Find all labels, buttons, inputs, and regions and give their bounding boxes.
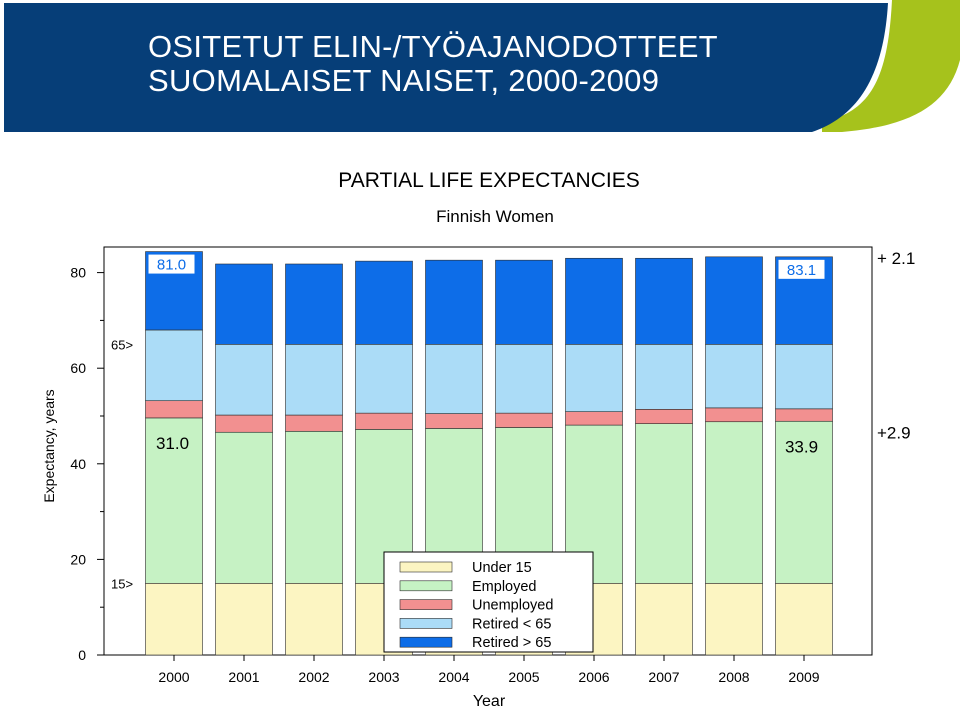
bar-segment-unemployed-2001 [215, 414, 273, 433]
y-tick-label: 60 [70, 360, 86, 376]
bar-segment-retired-65-2005 [495, 343, 553, 414]
x-axis-label: Year [473, 693, 506, 710]
bar-segment-under-15-2007 [635, 582, 693, 656]
bar-segment-unemployed-2008 [705, 407, 763, 423]
legend-label-3: Unemployed [472, 598, 553, 614]
legend: Under 15 Employed Unemployed Retired < 65 Re… [383, 551, 594, 653]
bar-segment-unemployed-2004 [425, 413, 483, 429]
bar-segment-retired-65-2000 [145, 329, 203, 402]
banner-accent-swoosh [822, 0, 960, 132]
bar-segment-retired-65-2007 [635, 257, 693, 345]
legend-swatch-5 [399, 636, 453, 648]
y-axis: 0 20 40 60 80 [70, 265, 104, 663]
x-tick-label-2009: 2009 [788, 669, 819, 685]
y-axis-label: Expectancy, years [41, 389, 57, 502]
bar-segment-retired-65-2003 [355, 260, 413, 345]
banner-background [4, 3, 888, 132]
plot-frame [103, 246, 873, 656]
x-tick-label-2000: 2000 [158, 669, 189, 685]
bar-segment-unemployed-2006 [565, 411, 623, 426]
title-banner [4, 0, 960, 132]
bar-segment-employed-2000 [145, 417, 203, 584]
legend-swatch-3 [399, 599, 453, 610]
life-expectancy-chart: PARTIAL LIFE EXPECTANCIES Finnish Women … [41, 169, 915, 710]
legend-swatch-1 [399, 561, 453, 573]
bar-segment-retired-65-2006 [565, 257, 623, 345]
bar-segment-retired-65-2009 [775, 343, 833, 410]
legend-label-5: Retired > 65 [472, 635, 551, 651]
age-marker-65: 65> [111, 337, 133, 352]
data-label-total-2000: 81.0 [157, 257, 186, 274]
legend-label-2: Employed [472, 579, 536, 595]
age-marker-15: 15> [111, 576, 133, 591]
bar-segment-retired-65-2005 [495, 259, 553, 345]
bar-segment-unemployed-2002 [285, 414, 343, 432]
legend-label-1: Under 15 [472, 560, 532, 576]
side-annotation-2: +2.9 [877, 424, 911, 443]
bar-segment-under-15-2001 [215, 582, 273, 656]
annotations: 81.0 83.1 31.0 33.9 + 2.1 +2.9 65> 15> [111, 249, 915, 592]
data-label-total-2009: 83.1 [787, 262, 816, 279]
data-label-employed-2009: 33.9 [785, 437, 818, 456]
bar-segment-retired-65-2004 [425, 343, 483, 414]
y-tick-label: 0 [78, 647, 86, 663]
x-tick-label-2001: 2001 [228, 669, 259, 685]
x-tick-label-2008: 2008 [718, 669, 749, 685]
data-label-box-2009 [778, 259, 825, 279]
bar-segment-retired-65-2002 [285, 263, 343, 345]
bar-segment-employed-2001 [215, 431, 273, 584]
side-annotation-1: + 2.1 [877, 249, 915, 268]
x-axis: 2000 2001 2002 2003 2004 2005 2006 2007 2008 2009 [158, 655, 820, 685]
bar-segment-employed-2007 [635, 423, 693, 584]
bar-segment-retired-65-2006 [565, 343, 623, 412]
bar-segment-employed-2009 [775, 420, 833, 584]
slide-title: OSITETUT ELIN-/TYÖAJANODOTTEET SUOMALAIS… [148, 30, 718, 98]
data-label-box-2000 [148, 254, 195, 274]
bar-segment-unemployed-2000 [145, 400, 203, 419]
legend-swatch-4 [399, 618, 453, 629]
bar-segment-under-15-2000 [145, 582, 203, 656]
y-tick-label: 20 [70, 551, 86, 567]
bar-segment-retired-65-2008 [705, 343, 763, 409]
x-tick-label-2002: 2002 [298, 669, 329, 685]
x-tick-label-2006: 2006 [578, 669, 609, 685]
bar-segment-under-15-2008 [705, 582, 763, 656]
bar-segment-retired-65-2003 [355, 343, 413, 414]
legend-label-4: Retired < 65 [472, 616, 551, 632]
y-tick-label: 40 [70, 456, 86, 472]
bar-segment-retired-65-2002 [285, 343, 343, 416]
bar-segment-retired-65-2001 [215, 263, 273, 345]
slide-title-line1: OSITETUT ELIN-/TYÖAJANODOTTEET [148, 29, 718, 64]
data-label-employed-2000: 31.0 [156, 434, 189, 453]
chart-subtitle: Finnish Women [436, 207, 554, 226]
x-tick-label-2007: 2007 [648, 669, 679, 685]
bar-segment-under-15-2009 [775, 582, 833, 656]
bar-segment-employed-2008 [705, 421, 763, 584]
x-tick-label-2004: 2004 [438, 669, 469, 685]
chart-title: PARTIAL LIFE EXPECTANCIES [338, 169, 639, 192]
bar-segment-retired-65-2001 [215, 343, 273, 416]
legend-swatch-2 [399, 580, 453, 592]
x-tick-label-2003: 2003 [368, 669, 399, 685]
stacked-bars [145, 251, 833, 656]
bar-segment-employed-2002 [285, 430, 343, 584]
x-tick-label-2005: 2005 [508, 669, 539, 685]
bar-segment-unemployed-2005 [495, 412, 553, 428]
y-tick-label: 80 [70, 265, 86, 281]
bar-segment-retired-65-2007 [635, 343, 693, 410]
bar-segment-retired-65-2008 [705, 256, 763, 345]
bar-segment-unemployed-2007 [635, 409, 693, 424]
bar-segment-unemployed-2003 [355, 412, 413, 430]
bar-segment-retired-65-2004 [425, 259, 483, 345]
bar-segment-unemployed-2009 [775, 408, 833, 422]
slide-title-line2: SUOMALAISET NAISET, 2000-2009 [148, 63, 660, 98]
bar-segment-under-15-2002 [285, 582, 343, 656]
